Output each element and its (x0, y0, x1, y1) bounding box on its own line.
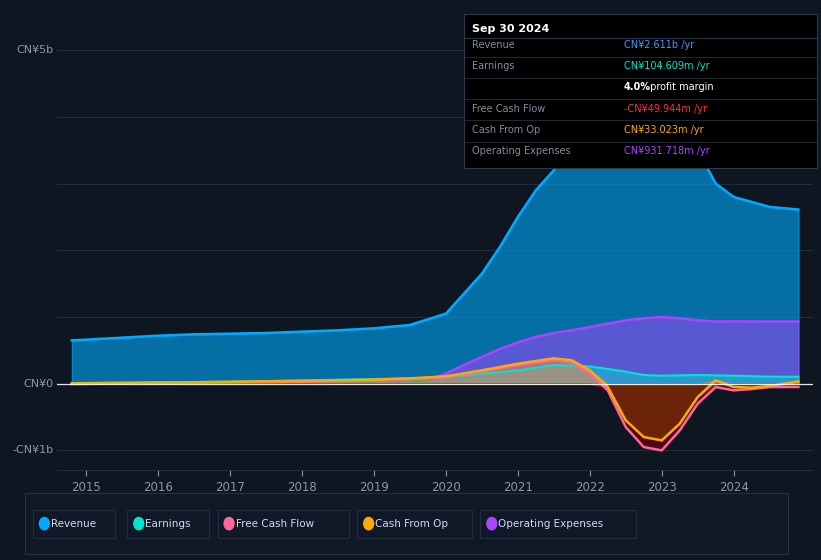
Text: -CN¥49.944m /yr: -CN¥49.944m /yr (624, 104, 707, 114)
Text: Earnings: Earnings (472, 61, 515, 71)
Text: Revenue: Revenue (472, 40, 515, 50)
Text: Free Cash Flow: Free Cash Flow (236, 519, 314, 529)
Text: Revenue: Revenue (51, 519, 96, 529)
Text: Cash From Op: Cash From Op (472, 125, 540, 135)
Text: -CN¥1b: -CN¥1b (12, 445, 53, 455)
Text: CN¥104.609m /yr: CN¥104.609m /yr (624, 61, 709, 71)
Text: profit margin: profit margin (647, 82, 713, 92)
Text: Operating Expenses: Operating Expenses (472, 146, 571, 156)
Text: Free Cash Flow: Free Cash Flow (472, 104, 545, 114)
Text: Earnings: Earnings (145, 519, 190, 529)
Text: Cash From Op: Cash From Op (375, 519, 448, 529)
Text: CN¥5b: CN¥5b (16, 45, 53, 55)
Text: CN¥2.611b /yr: CN¥2.611b /yr (624, 40, 695, 50)
Text: CN¥0: CN¥0 (24, 379, 53, 389)
Text: 4.0%: 4.0% (624, 82, 651, 92)
Text: Sep 30 2024: Sep 30 2024 (472, 24, 549, 34)
Text: Operating Expenses: Operating Expenses (498, 519, 603, 529)
Text: CN¥931.718m /yr: CN¥931.718m /yr (624, 146, 709, 156)
Text: CN¥33.023m /yr: CN¥33.023m /yr (624, 125, 704, 135)
